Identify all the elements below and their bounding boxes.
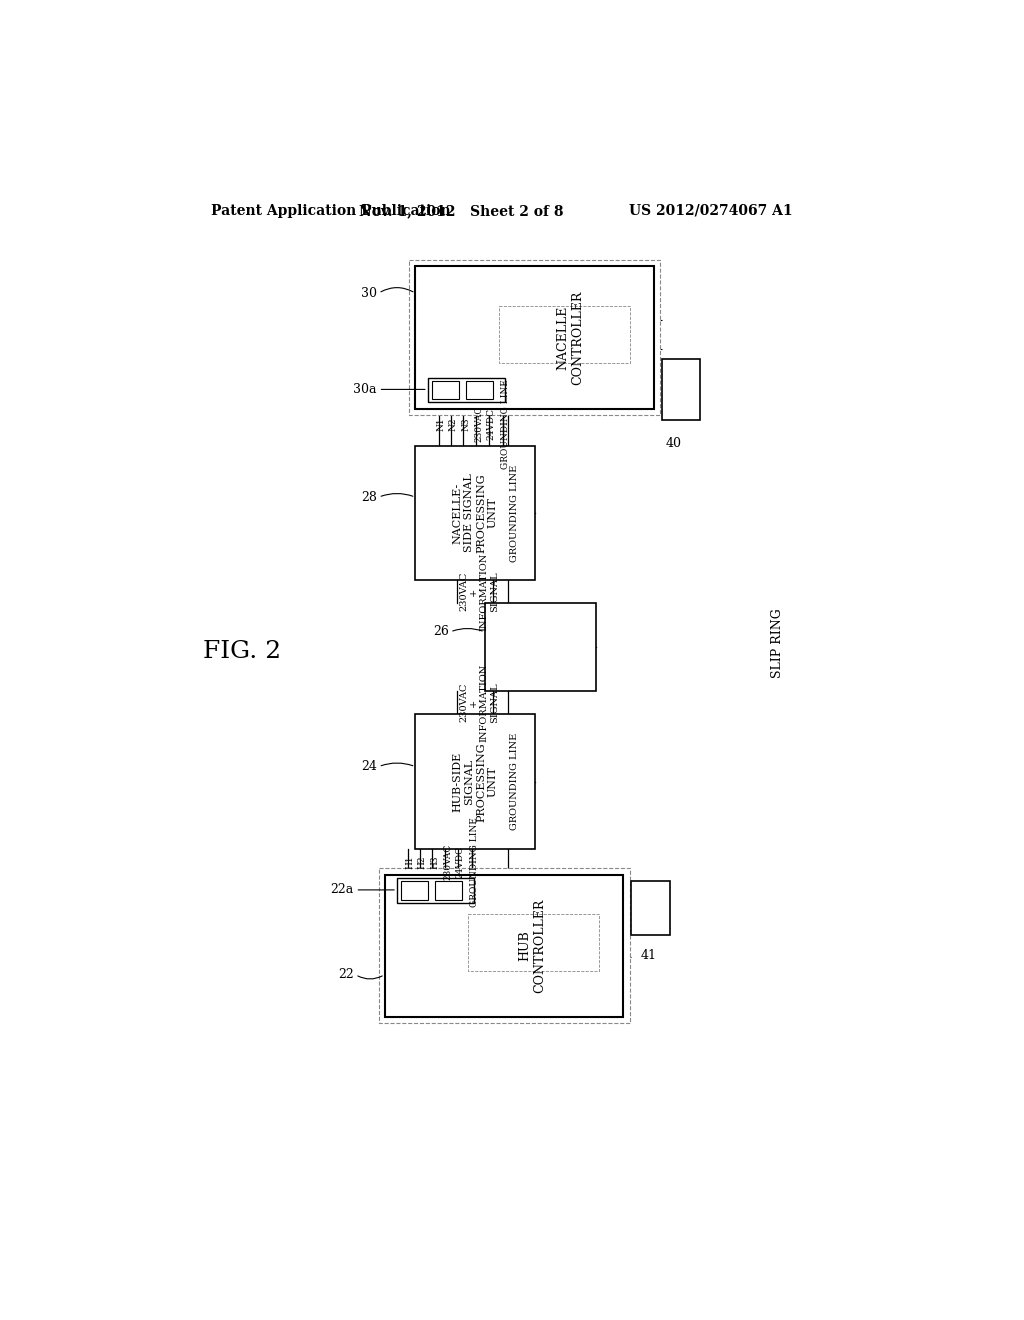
Text: 30a: 30a	[353, 383, 377, 396]
Bar	[468, 915, 599, 972]
Text: 26: 26	[433, 626, 449, 639]
Bar	[379, 869, 630, 1023]
Text: GROUNDING LINE: GROUNDING LINE	[501, 379, 510, 469]
Text: 22: 22	[338, 968, 354, 981]
Text: NACELLE
CONTROLLER: NACELLE CONTROLLER	[557, 290, 585, 384]
Text: H2: H2	[418, 855, 427, 869]
Text: 24VDC: 24VDC	[456, 846, 465, 878]
Text: H3: H3	[430, 855, 439, 869]
Text: US 2012/0274067 A1: US 2012/0274067 A1	[629, 203, 793, 218]
Text: NACELLE-
SIDE SIGNAL
PROCESSING
UNIT: NACELLE- SIDE SIGNAL PROCESSING UNIT	[453, 473, 498, 553]
Bar	[631, 880, 670, 935]
Text: H1: H1	[406, 855, 415, 869]
Bar	[416, 267, 654, 409]
Text: 230VAC: 230VAC	[474, 407, 483, 442]
Bar	[428, 378, 505, 403]
Text: 41: 41	[640, 949, 656, 962]
Bar	[416, 714, 535, 849]
Text: 40: 40	[666, 437, 682, 450]
Text: SLIP RING: SLIP RING	[771, 609, 783, 678]
Text: 30: 30	[361, 286, 377, 300]
Bar	[662, 359, 700, 420]
Text: N1: N1	[436, 417, 445, 430]
Text: 22a: 22a	[331, 883, 354, 896]
Text: 230VAC
+
INFORMATION
SIGNAL: 230VAC + INFORMATION SIGNAL	[459, 552, 499, 631]
Text: GROUNDING LINE: GROUNDING LINE	[510, 733, 519, 830]
Text: HUB-SIDE
SIGNAL
PROCESSING
UNIT: HUB-SIDE SIGNAL PROCESSING UNIT	[453, 742, 498, 821]
Text: 28: 28	[361, 491, 377, 504]
Text: N3: N3	[461, 417, 470, 430]
Text: 24: 24	[361, 760, 377, 774]
Bar	[400, 882, 428, 900]
Text: 24VDC: 24VDC	[486, 408, 496, 440]
Bar	[432, 381, 459, 400]
Text: 230VAC
+
INFORMATION
SIGNAL: 230VAC + INFORMATION SIGNAL	[459, 664, 499, 742]
Bar	[484, 603, 596, 692]
Bar	[466, 381, 494, 400]
Bar	[385, 874, 624, 1016]
Text: Nov. 1, 2012   Sheet 2 of 8: Nov. 1, 2012 Sheet 2 of 8	[359, 203, 564, 218]
Bar	[435, 882, 463, 900]
Bar	[416, 446, 535, 581]
Text: GROUNDING LINE: GROUNDING LINE	[470, 817, 479, 907]
Bar	[499, 306, 631, 363]
Text: HUB
CONTROLLER: HUB CONTROLLER	[518, 899, 547, 993]
Text: GROUNDING LINE: GROUNDING LINE	[510, 465, 519, 561]
Text: Patent Application Publication: Patent Application Publication	[211, 203, 451, 218]
Text: N2: N2	[449, 417, 458, 430]
Bar	[397, 878, 474, 903]
Text: FIG. 2: FIG. 2	[203, 640, 282, 663]
Text: 230VAC: 230VAC	[443, 843, 453, 880]
Bar	[410, 260, 660, 414]
